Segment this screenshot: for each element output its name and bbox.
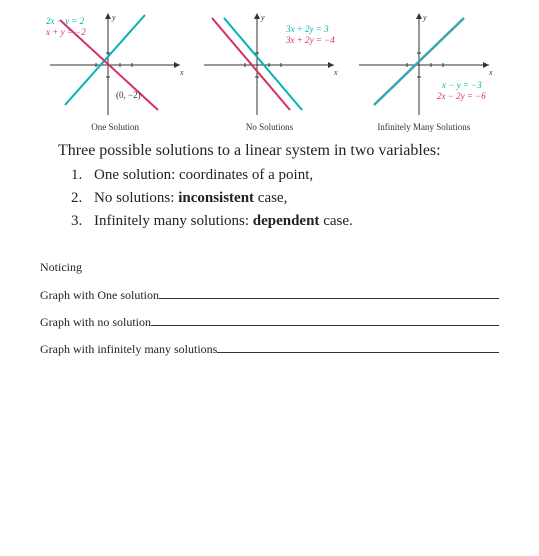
caption-2: No Solutions [246, 122, 293, 132]
caption-1: One Solution [91, 122, 139, 132]
list-item-2: No solutions: inconsistent case, [86, 187, 499, 210]
graph-2-svg: y x 3x + 2y = 3 3x + 2y = −4 [194, 10, 344, 120]
item3-suffix: case. [319, 213, 352, 229]
graph1-eq1: 2x − y = 2 [46, 16, 85, 26]
svg-text:y: y [111, 13, 116, 22]
item3-bold: dependent [253, 213, 320, 229]
noticing-section: Noticing Graph with One solution Graph w… [40, 255, 499, 362]
svg-text:x: x [488, 68, 493, 77]
main-text: Three possible solutions to a linear sys… [40, 140, 499, 233]
solutions-list: One solution: coordinates of a point, No… [40, 164, 499, 234]
graph-3-svg: y x x − y = −3 2x − 2y = −6 [349, 10, 499, 120]
list-item-1: One solution: coordinates of a point, [86, 164, 499, 187]
graph3-eq1: x − y = −3 [441, 80, 482, 90]
graph1-eq2: x + y = −2 [45, 27, 86, 37]
graph2-eq2: 3x + 2y = −4 [285, 35, 335, 45]
item3-prefix: Infinitely many solutions: [94, 213, 253, 229]
svg-text:x: x [179, 68, 184, 77]
page: y x (0, −2) 2x − y = 2 x + y = −2 One So… [0, 0, 539, 384]
fill-line-3: Graph with infinitely many solutions [40, 337, 499, 362]
chart-one-solution: y x (0, −2) 2x − y = 2 x + y = −2 One So… [40, 10, 190, 132]
fill-label-1: Graph with One solution [40, 283, 159, 308]
fill-blank-2[interactable] [151, 314, 499, 326]
item2-prefix: No solutions: [94, 190, 178, 206]
chart-no-solutions: y x 3x + 2y = 3 3x + 2y = −4 No Solution… [194, 10, 344, 132]
item2-suffix: case, [254, 190, 287, 206]
fill-line-2: Graph with no solution [40, 310, 499, 335]
graph-1-svg: y x (0, −2) 2x − y = 2 x + y = −2 [40, 10, 190, 120]
item1-text: One solution: coordinates of a point, [94, 167, 313, 183]
fill-blank-3[interactable] [217, 341, 499, 353]
point-label: (0, −2) [116, 90, 141, 100]
charts-row: y x (0, −2) 2x − y = 2 x + y = −2 One So… [40, 10, 499, 132]
fill-line-1: Graph with One solution [40, 283, 499, 308]
graph2-eq1: 3x + 2y = 3 [285, 24, 329, 34]
svg-text:y: y [422, 13, 427, 22]
fill-label-2: Graph with no solution [40, 310, 151, 335]
svg-text:y: y [260, 13, 265, 22]
fill-blank-1[interactable] [159, 287, 499, 299]
list-item-3: Infinitely many solutions: dependent cas… [86, 210, 499, 233]
main-heading: Three possible solutions to a linear sys… [40, 140, 499, 162]
svg-text:x: x [333, 68, 338, 77]
item2-bold: inconsistent [178, 190, 254, 206]
noticing-heading: Noticing [40, 255, 499, 280]
graph3-eq2: 2x − 2y = −6 [437, 91, 486, 101]
caption-3: Infinitely Many Solutions [377, 122, 470, 132]
chart-infinite-solutions: y x x − y = −3 2x − 2y = −6 Infinitely M… [349, 10, 499, 132]
fill-label-3: Graph with infinitely many solutions [40, 337, 217, 362]
